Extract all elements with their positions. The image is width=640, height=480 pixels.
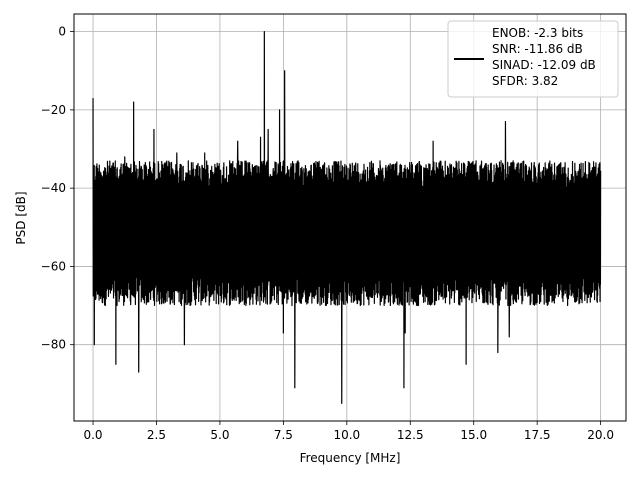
legend-box — [447, 20, 619, 98]
x-tick-label: 7.5 — [274, 428, 293, 442]
x-tick-label: 12.5 — [397, 428, 424, 442]
y-axis-label: PSD [dB] — [14, 191, 28, 244]
y-tick-label: −80 — [41, 338, 66, 352]
x-axis-ticks: 0.0 2.5 5.0 7.5 10.0 12.5 15.0 17.5 20.0 — [83, 421, 614, 442]
x-tick-label: 20.0 — [587, 428, 614, 442]
psd-series-line — [92, 31, 602, 404]
x-axis-label: Frequency [MHz] — [300, 451, 401, 465]
x-tick-label: 2.5 — [147, 428, 166, 442]
y-tick-label: 0 — [58, 25, 66, 39]
x-tick-label: 15.0 — [460, 428, 487, 442]
plot-frame — [73, 13, 627, 422]
legend-text-line: SINAD: -12.09 dB — [492, 58, 596, 72]
x-tick-label: 5.0 — [210, 428, 229, 442]
x-tick-label: 17.5 — [524, 428, 551, 442]
y-tick-label: −60 — [41, 259, 66, 273]
y-tick-label: −40 — [41, 181, 66, 195]
y-tick-label: −20 — [41, 103, 66, 117]
x-tick-label: 10.0 — [333, 428, 360, 442]
legend-text-line: SFDR: 3.82 — [492, 74, 558, 88]
legend-entry-label: ENOB: -2.3 bits SNR: -11.86 dB SINAD: -12.… — [492, 26, 596, 88]
x-tick-label: 0.0 — [83, 428, 102, 442]
series-layer — [92, 31, 602, 404]
legend: ENOB: -2.3 bits SNR: -11.86 dB SINAD: -12.… — [447, 20, 619, 98]
legend-text-line: ENOB: -2.3 bits — [492, 26, 583, 40]
legend-text-line: SNR: -11.86 dB — [492, 42, 583, 56]
y-axis-ticks: 0 −20 −40 −60 −80 — [41, 25, 74, 352]
